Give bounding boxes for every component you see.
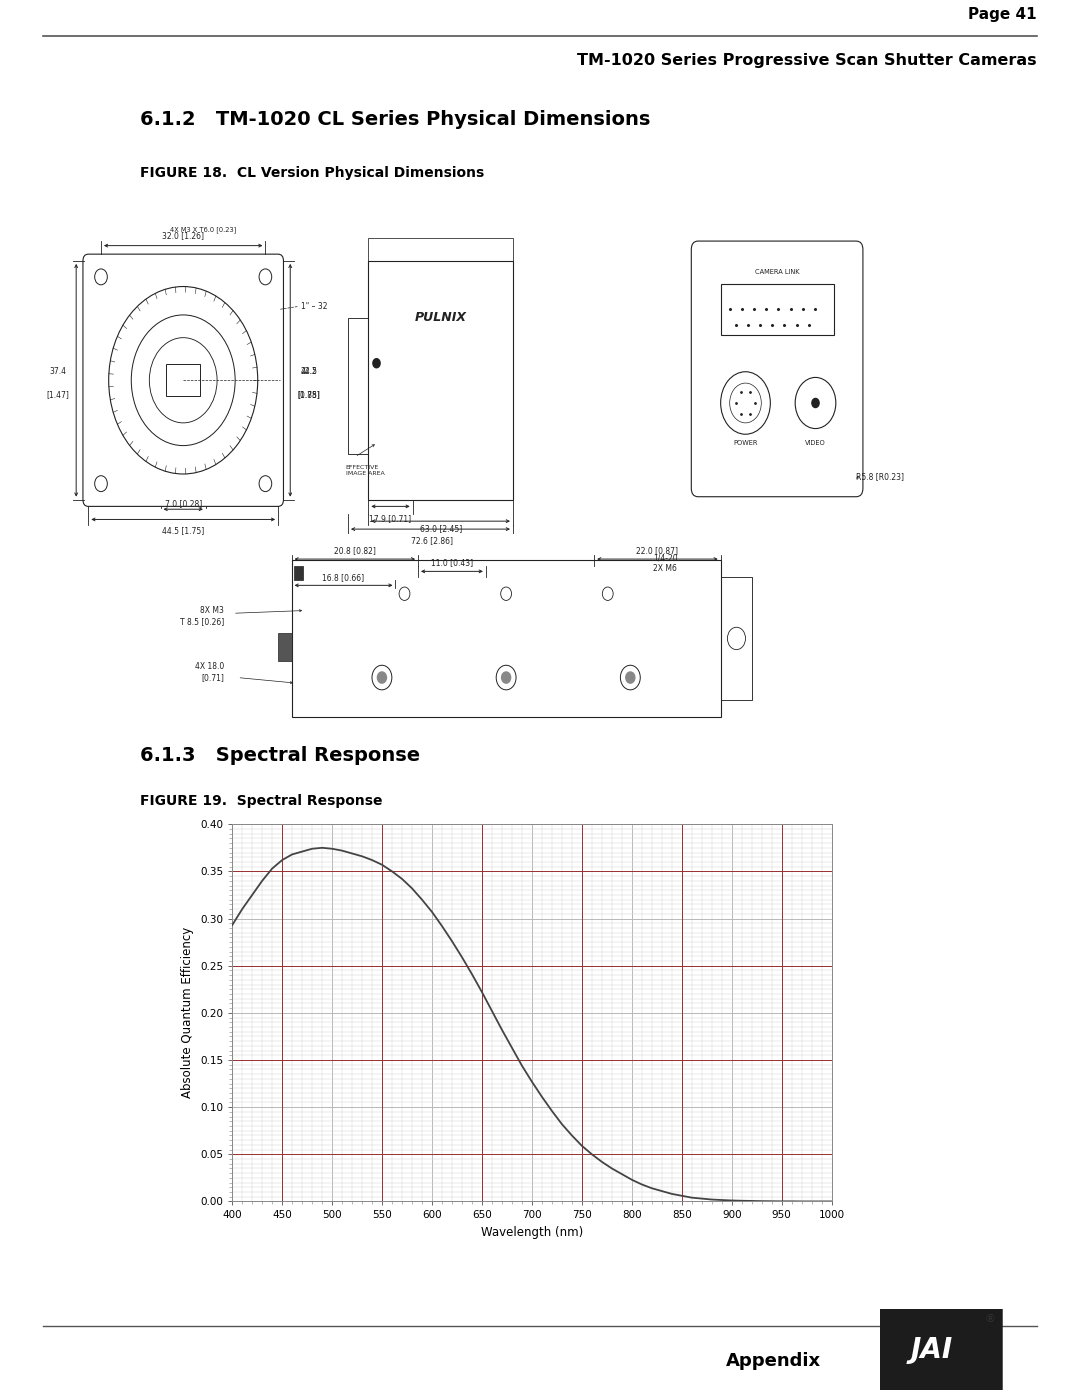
Bar <box>278 633 292 661</box>
Text: 37.4: 37.4 <box>50 367 66 376</box>
Text: 8X M3
T 8.5 [0.26]: 8X M3 T 8.5 [0.26] <box>179 606 224 626</box>
Text: ®: ® <box>985 1313 996 1324</box>
Bar <box>292 560 720 717</box>
Text: CAMERA LINK: CAMERA LINK <box>755 270 799 275</box>
Text: [1.75]: [1.75] <box>297 390 320 400</box>
Circle shape <box>377 672 387 683</box>
Text: 6.1.2   TM-1020 CL Series Physical Dimensions: 6.1.2 TM-1020 CL Series Physical Dimensi… <box>140 109 651 129</box>
Text: Page 41: Page 41 <box>968 7 1037 22</box>
Bar <box>368 261 513 500</box>
FancyBboxPatch shape <box>865 1299 1002 1397</box>
Bar <box>720 284 834 335</box>
Bar <box>166 365 201 397</box>
Text: 6.1.3   Spectral Response: 6.1.3 Spectral Response <box>140 746 420 766</box>
Text: 4X M3 X T6.0 [0.23]: 4X M3 X T6.0 [0.23] <box>170 226 235 233</box>
Text: 72.6 [2.86]: 72.6 [2.86] <box>410 536 453 545</box>
Text: [0.88]: [0.88] <box>297 390 320 400</box>
Bar <box>294 566 302 580</box>
Text: 16.8 [0.66]: 16.8 [0.66] <box>323 574 365 583</box>
Text: VIDEO: VIDEO <box>805 440 826 446</box>
Bar <box>368 239 513 261</box>
Text: 7.0 [0.28]: 7.0 [0.28] <box>164 499 202 509</box>
Circle shape <box>812 398 819 408</box>
Bar <box>348 317 368 454</box>
Text: JAI: JAI <box>910 1336 954 1363</box>
Text: PULNIX: PULNIX <box>415 312 467 324</box>
X-axis label: Wavelength (nm): Wavelength (nm) <box>481 1227 583 1239</box>
Text: FIGURE 18.  CL Version Physical Dimensions: FIGURE 18. CL Version Physical Dimension… <box>140 166 485 180</box>
Text: 20.8 [0.82]: 20.8 [0.82] <box>334 546 376 555</box>
Text: [1.47]: [1.47] <box>46 390 69 400</box>
Text: 4X 18.0
[0.71]: 4X 18.0 [0.71] <box>194 662 224 682</box>
Text: EFFECTIVE
IMAGE AREA: EFFECTIVE IMAGE AREA <box>346 465 384 476</box>
Text: 44.5: 44.5 <box>300 367 318 376</box>
Text: POWER: POWER <box>733 440 758 446</box>
Bar <box>720 577 753 700</box>
Circle shape <box>501 672 511 683</box>
Circle shape <box>373 359 380 367</box>
Text: 22.0 [0.87]: 22.0 [0.87] <box>636 546 678 555</box>
Text: FIGURE 19.  Spectral Response: FIGURE 19. Spectral Response <box>140 793 383 809</box>
Text: 22.2: 22.2 <box>300 367 318 376</box>
Text: R5.8 [R0.23]: R5.8 [R0.23] <box>856 472 904 482</box>
Y-axis label: Absolute Quantum Efficiency: Absolute Quantum Efficiency <box>181 928 194 1098</box>
Text: 63.0 [2.45]: 63.0 [2.45] <box>419 525 462 534</box>
Text: 32.0 [1.26]: 32.0 [1.26] <box>162 231 204 240</box>
Text: 1/4-20
2X M6: 1/4-20 2X M6 <box>653 553 677 573</box>
Text: 44.5 [1.75]: 44.5 [1.75] <box>162 527 204 535</box>
Circle shape <box>625 672 635 683</box>
Text: TM-1020 Series Progressive Scan Shutter Cameras: TM-1020 Series Progressive Scan Shutter … <box>577 53 1037 67</box>
Text: 1" – 32: 1" – 32 <box>300 302 327 312</box>
Text: 17.9 [0.71]: 17.9 [0.71] <box>369 514 411 522</box>
Text: 11.0 [0.43]: 11.0 [0.43] <box>431 559 473 567</box>
Text: Appendix: Appendix <box>726 1352 821 1369</box>
